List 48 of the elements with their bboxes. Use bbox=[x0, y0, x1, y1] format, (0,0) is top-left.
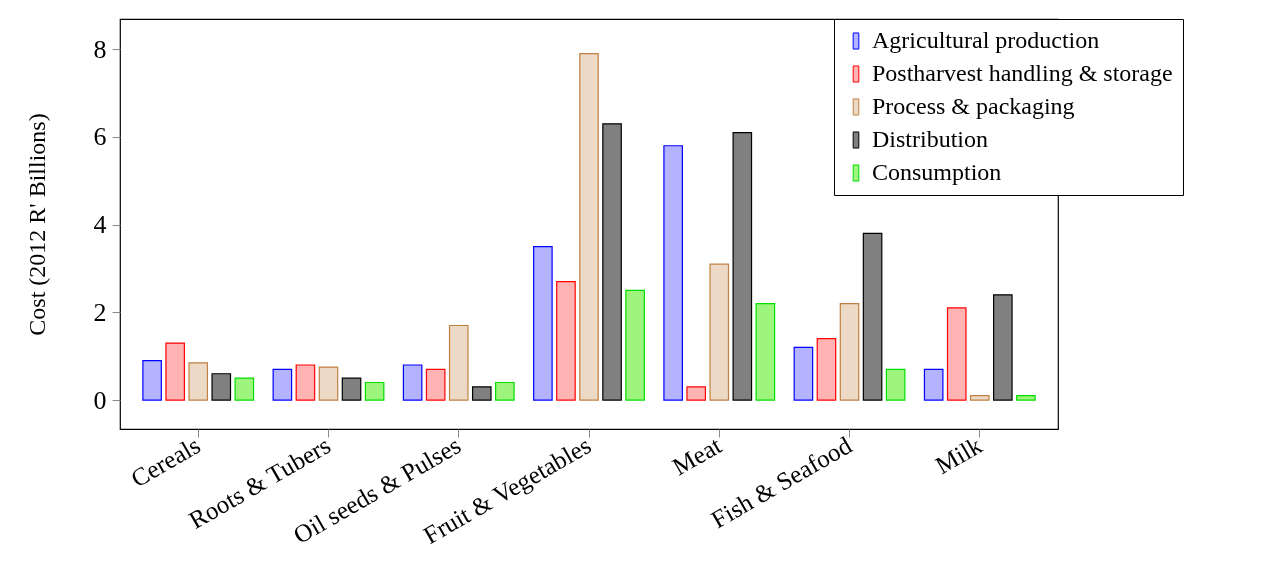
bar bbox=[663, 145, 683, 401]
bar bbox=[755, 302, 776, 401]
bar bbox=[793, 346, 814, 401]
bar bbox=[318, 366, 339, 401]
legend-label: Consumption bbox=[872, 159, 1002, 185]
bar bbox=[495, 381, 515, 401]
x-tick-label: Meat bbox=[667, 431, 726, 481]
bar bbox=[341, 377, 362, 401]
bar bbox=[709, 263, 730, 401]
bar bbox=[211, 373, 232, 401]
bar bbox=[686, 386, 707, 401]
bar bbox=[732, 131, 753, 401]
bar bbox=[816, 338, 837, 401]
y-tick-label: 0 bbox=[93, 385, 107, 415]
y-tick-label: 8 bbox=[93, 34, 107, 64]
y-tick-label: 4 bbox=[93, 210, 107, 240]
bar bbox=[969, 395, 990, 401]
y-tick-label: 6 bbox=[93, 122, 107, 152]
bar bbox=[448, 324, 469, 401]
legend-label: Distribution bbox=[872, 126, 989, 152]
bar bbox=[946, 307, 967, 401]
bar bbox=[839, 302, 860, 401]
bar bbox=[1016, 395, 1036, 401]
bar bbox=[862, 232, 883, 401]
bar bbox=[234, 377, 255, 401]
bar bbox=[188, 362, 209, 401]
bar bbox=[425, 368, 446, 401]
y-axis-title: Cost (2012 R' Billions) bbox=[23, 113, 50, 336]
legend-label: Postharvest handling & storage bbox=[872, 60, 1173, 86]
bar bbox=[533, 245, 553, 401]
legend-label: Agricultural production bbox=[872, 27, 1100, 53]
y-tick-label: 2 bbox=[93, 297, 107, 327]
bar bbox=[885, 368, 906, 401]
bar bbox=[471, 386, 492, 401]
legend-label: Process & packaging bbox=[872, 93, 1075, 119]
bar bbox=[993, 294, 1013, 401]
x-tick-label: Milk bbox=[930, 431, 987, 480]
bar bbox=[272, 368, 293, 401]
bar bbox=[402, 364, 423, 401]
bar bbox=[602, 123, 622, 401]
bar bbox=[364, 381, 385, 401]
bar bbox=[625, 289, 645, 401]
bar bbox=[165, 342, 185, 401]
bar bbox=[923, 368, 944, 401]
bar bbox=[579, 53, 599, 401]
bar bbox=[295, 364, 316, 401]
bar bbox=[556, 281, 576, 401]
bar bbox=[142, 359, 162, 401]
